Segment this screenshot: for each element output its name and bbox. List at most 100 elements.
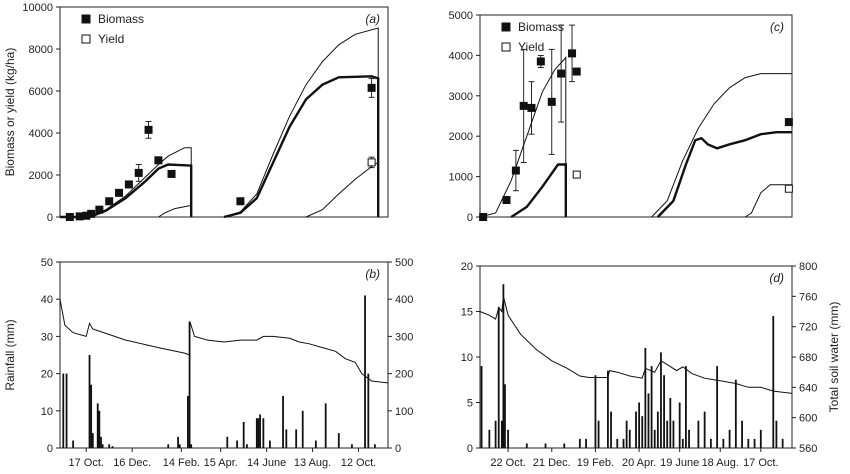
plot-frame <box>59 261 389 449</box>
y-tick-label: 3000 <box>449 91 473 103</box>
y-tick-label: 0 <box>47 443 53 455</box>
rainfall-bar <box>295 429 298 448</box>
plot-frame <box>479 14 793 218</box>
rainfall-bar <box>504 384 506 448</box>
rainfall-bar <box>502 284 505 448</box>
y-tick-label: 8000 <box>29 44 53 56</box>
y-tick-label: 20 <box>41 369 53 381</box>
y2-tick-label: 720 <box>799 322 817 334</box>
y-tick-label: 5 <box>467 398 473 410</box>
x-tick-label: 16 Dec. <box>113 457 151 469</box>
y-tick-label: 0 <box>467 443 473 455</box>
y-tick-label: 2000 <box>29 170 53 182</box>
panel-label: (c) <box>770 20 784 34</box>
biomass-point <box>124 180 133 189</box>
y2-tick-label: 0 <box>395 443 401 455</box>
rainfall-bar <box>650 366 653 448</box>
y2-axis-label: Total soil water (mm) <box>827 302 841 413</box>
biomass-point <box>236 197 245 206</box>
y2-tick-label: 760 <box>799 291 817 303</box>
simulated-curve-1 <box>479 55 567 218</box>
y-tick-label: 5000 <box>449 10 473 22</box>
simulated-curve-4 <box>223 75 380 219</box>
biomass-point <box>105 197 114 206</box>
x-tick-label: 17 Oct. <box>743 457 778 469</box>
y2-tick-label: 100 <box>395 406 413 418</box>
simulated-curve-3 <box>158 204 192 218</box>
panel-label: (b) <box>365 267 380 281</box>
x-tick-label: 20 Apr. <box>622 457 656 469</box>
soil-water-line <box>59 299 389 384</box>
biomass-point <box>568 49 577 58</box>
rainfall-bar <box>772 316 775 448</box>
y2-tick-label: 680 <box>799 352 817 364</box>
rainfall-bar <box>709 438 712 448</box>
rainfall-bar <box>500 420 503 448</box>
y-tick-label: 0 <box>47 212 53 224</box>
rainfall-bar <box>734 379 737 448</box>
rainfall-bar <box>246 444 248 448</box>
biomass-point <box>502 196 511 205</box>
biomass-point <box>95 205 104 214</box>
rainfall-bar <box>747 438 750 448</box>
legend-marker-2 <box>81 34 91 44</box>
legend-label-1: Biomass <box>98 12 144 26</box>
x-tick-label: 13 Aug. <box>294 457 331 469</box>
rainfall-bar <box>488 429 491 448</box>
biomass-point <box>154 156 163 165</box>
rainfall-bar <box>607 370 609 448</box>
rainfall-bar <box>647 393 650 448</box>
rainfall-bar <box>666 420 669 448</box>
y-axis-label: Biomass or yield (kg/ha) <box>3 48 17 177</box>
rainfall-bar <box>703 411 706 448</box>
rainfall-bar <box>72 440 75 448</box>
biomass-point <box>547 97 556 106</box>
rainfall-bar <box>259 414 261 448</box>
rainfall-bar <box>90 384 93 448</box>
rainfall-bar <box>507 429 509 448</box>
x-tick-label: 14 June <box>247 457 286 469</box>
rainfall-bar <box>108 444 111 448</box>
rainfall-bar <box>178 444 181 448</box>
panel-label: (a) <box>365 12 380 26</box>
rainfall-bar <box>681 438 684 448</box>
panel-label: (d) <box>769 271 784 285</box>
rainfall-bar <box>269 440 271 448</box>
rainfall-bar <box>351 444 353 448</box>
rainfall-bar <box>364 295 366 448</box>
biomass-point <box>519 101 528 110</box>
rainfall-bar <box>641 416 644 448</box>
soil-water-line <box>479 296 793 394</box>
y-tick-label: 40 <box>41 294 53 306</box>
rainfall-bar <box>741 420 743 448</box>
rainfall-bar <box>314 440 317 448</box>
x-tick-label: 14 Feb. <box>163 457 200 469</box>
rainfall-bar <box>656 411 659 448</box>
rainfall-bar <box>257 418 260 448</box>
rainfall-bar <box>660 352 662 448</box>
y-tick-label: 10000 <box>22 2 53 14</box>
rainfall-bar <box>285 429 288 448</box>
x-tick-label: 19 June <box>660 457 699 469</box>
yield-point <box>572 170 581 179</box>
simulated-curve-3 <box>651 73 792 218</box>
rainfall-bar <box>728 429 731 448</box>
rainfall-bar <box>494 420 497 448</box>
y-tick-label: 4000 <box>29 128 53 140</box>
y2-tick-label: 500 <box>395 257 413 269</box>
rainfall-bar <box>688 429 690 448</box>
y-tick-label: 6000 <box>29 86 53 98</box>
rainfall-bar <box>242 421 245 448</box>
x-tick-label: 18 Aug. <box>702 457 739 469</box>
y-tick-label: 10 <box>41 406 53 418</box>
y-tick-label: 15 <box>461 307 473 319</box>
x-tick-label: 17 Oct. <box>69 457 104 469</box>
y2-tick-label: 640 <box>799 382 817 394</box>
y-tick-label: 1000 <box>449 172 473 184</box>
simulated-curve-5 <box>744 184 792 218</box>
rainfall-bar <box>597 420 600 448</box>
rainfall-bar <box>98 410 101 448</box>
rainfall-bar <box>697 420 700 448</box>
